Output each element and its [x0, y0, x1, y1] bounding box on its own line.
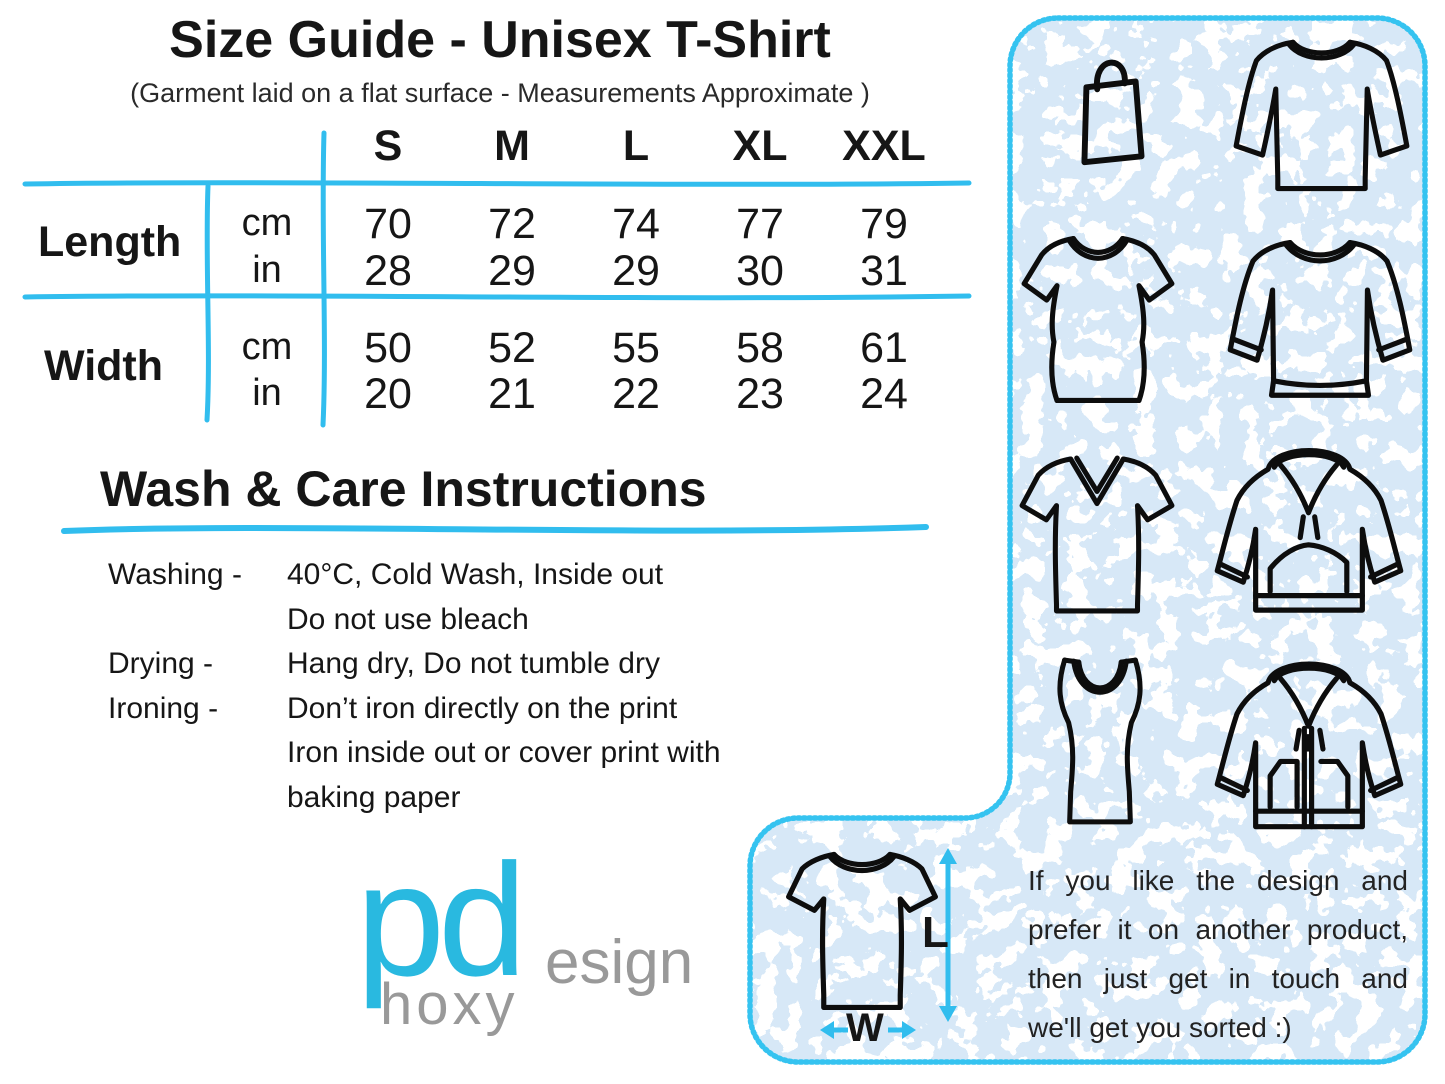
contact-note: If you like the design and prefer it on …: [1028, 856, 1408, 1052]
width-measure-label: W: [846, 1006, 884, 1050]
care-heading: Wash & Care Instructions: [100, 461, 707, 517]
zip-hoodie-icon: [1214, 661, 1404, 830]
size-value-cell: 70: [364, 200, 412, 248]
contact-note-line: we'll get you sorted :): [1028, 1012, 1292, 1043]
size-value-cell: 23: [736, 370, 784, 418]
t-shirt-measure-icon: [786, 851, 938, 1011]
care-text-line: Don’t iron directly on the print: [287, 692, 678, 725]
size-col-header-l: L: [622, 122, 650, 170]
row-label-width: Width: [44, 342, 164, 390]
size-value-cell: 58: [736, 324, 784, 372]
row-label-length: Length: [38, 218, 182, 266]
care-text-line: Iron inside out or cover print with: [287, 736, 721, 769]
size-value-cell: 79: [860, 200, 908, 248]
logo-hoxy-text: hoxy: [380, 972, 519, 1037]
unit-label: in: [252, 249, 282, 291]
size-value-cell: 74: [612, 200, 660, 248]
unit-label: cm: [241, 202, 293, 244]
size-col-header-m: M: [494, 122, 530, 170]
size-value-cell: 29: [612, 247, 660, 295]
size-value-cell: 50: [364, 324, 412, 372]
care-text-line: baking paper: [287, 781, 461, 814]
length-measure-label: L: [922, 908, 949, 957]
care-heading-underline: [61, 524, 929, 534]
contact-note-line: prefer it on another product,: [1028, 914, 1408, 945]
size-value-cell: 77: [736, 200, 784, 248]
size-value-cell: 55: [612, 324, 660, 372]
table-middle-rule: [22, 293, 972, 301]
size-value-cell: 30: [736, 247, 784, 295]
size-value-cell: 72: [488, 200, 536, 248]
size-col-header-xl: XL: [732, 122, 788, 170]
size-value-cell: 22: [612, 370, 660, 418]
tote-bag-icon: [1081, 59, 1145, 166]
hoodie-icon: [1214, 448, 1404, 613]
logo-esign-text: esign: [545, 928, 694, 997]
size-value-cell: 20: [364, 370, 412, 418]
size-value-cell: 52: [488, 324, 536, 372]
size-value-cell: 24: [860, 370, 908, 418]
table-top-rule: [22, 180, 972, 187]
page-subtitle: (Garment laid on a flat surface - Measur…: [130, 78, 870, 108]
care-label-drying: Drying -: [108, 647, 214, 680]
sweatshirt-icon: [1227, 239, 1413, 398]
long-sleeve-shirt-icon: [1233, 39, 1410, 192]
contact-note-line: If you like the design and: [1028, 865, 1408, 896]
size-col-header-s: S: [373, 122, 403, 170]
logo-pd-text: pd: [356, 830, 527, 1009]
care-text-line: 40°C, Cold Wash, Inside out: [287, 558, 664, 591]
care-text-line: Do not use bleach: [287, 603, 529, 636]
tank-top-icon: [1057, 657, 1143, 825]
size-value-cell: 61: [860, 324, 908, 372]
contact-note-line: then just get in touch and: [1028, 963, 1408, 994]
size-value-cell: 21: [488, 370, 536, 418]
womens-t-shirt-icon: [1021, 235, 1175, 404]
v-neck-t-shirt-icon: [1019, 455, 1175, 614]
page-title: Size Guide - Unisex T-Shirt: [169, 11, 831, 69]
care-label-washing: Washing -: [108, 558, 242, 591]
unit-label: cm: [241, 326, 293, 368]
size-value-cell: 31: [860, 247, 908, 295]
size-col-header-xxl: XXL: [842, 122, 926, 170]
care-text-line: Hang dry, Do not tumble dry: [287, 647, 660, 680]
care-label-ironing: Ironing -: [108, 692, 219, 725]
unit-label: in: [252, 372, 282, 414]
size-value-cell: 28: [364, 247, 412, 295]
size-value-cell: 29: [488, 247, 536, 295]
